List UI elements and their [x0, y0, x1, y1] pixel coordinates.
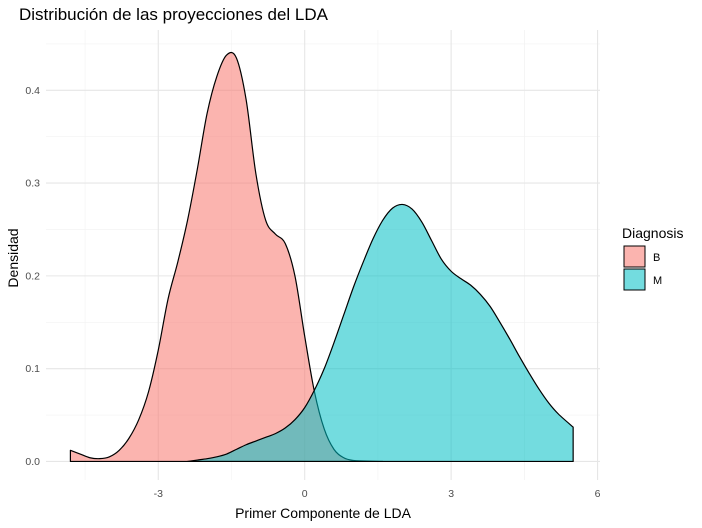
legend: Diagnosis BM	[622, 225, 683, 291]
density-area-M	[186, 203, 574, 463]
y-axis-title: Densidad	[5, 228, 21, 287]
density-areas	[69, 51, 574, 463]
y-tick-label: 0.1	[25, 363, 40, 375]
x-axis-title: Primer Componente de LDA	[235, 505, 412, 521]
legend-label-M: M	[653, 275, 662, 287]
y-tick-label: 0.0	[25, 456, 40, 468]
legend-label-B: B	[653, 252, 660, 264]
chart-title: Distribución de las proyecciones del LDA	[19, 5, 329, 24]
x-tick-label: -3	[154, 488, 163, 500]
y-tick-label: 0.2	[25, 270, 40, 282]
y-tick-label: 0.4	[25, 85, 40, 97]
x-tick-label: 6	[595, 488, 601, 500]
legend-key-M	[623, 268, 646, 291]
y-tick-label: 0.3	[25, 178, 40, 190]
legend-title: Diagnosis	[622, 225, 683, 241]
x-tick-label: 3	[448, 488, 454, 500]
y-axis-ticks: 0.0 0.1 0.2 0.3 0.4	[25, 85, 40, 468]
x-axis-ticks: -3 0 3 6	[154, 488, 601, 500]
x-tick-label: 0	[302, 488, 308, 500]
legend-key-B	[623, 245, 646, 268]
